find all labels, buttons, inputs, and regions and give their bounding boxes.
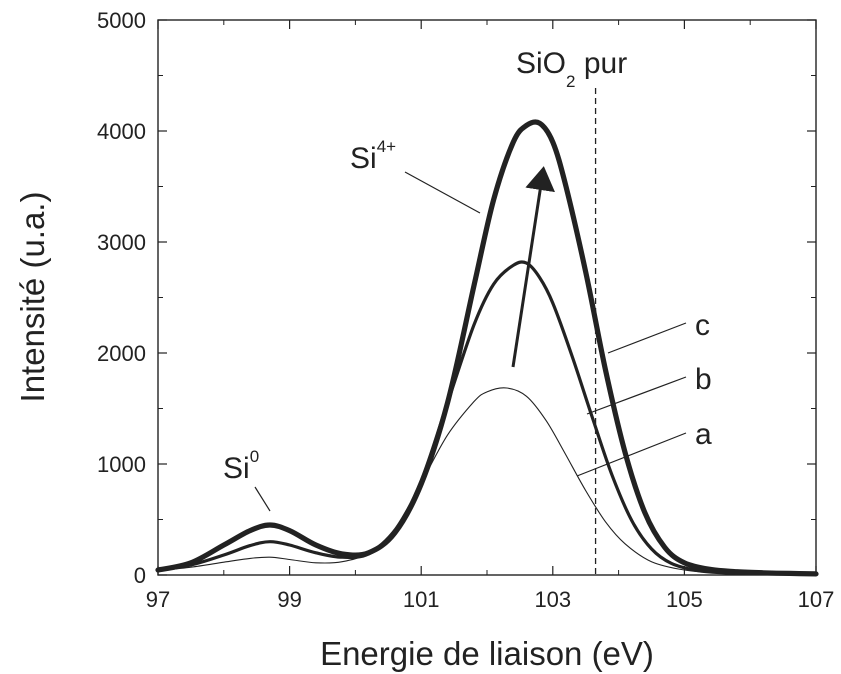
y-tick-label: 2000 (97, 341, 146, 366)
series-curve-b (156, 260, 818, 576)
y-tick-label: 3000 (97, 230, 146, 255)
y-tick-labels: 0 1000 2000 3000 4000 5000 (97, 8, 146, 588)
x-tick-labels: 97 99 101 103 105 107 (146, 587, 835, 612)
label-b-leader-line (586, 376, 687, 415)
y-tick-label: 0 (134, 563, 146, 588)
x-tick-label: 99 (277, 587, 301, 612)
si4-label: Si4+ (350, 137, 396, 175)
si4-leader-line (404, 171, 481, 214)
y-axis-title: Intensité (u.a.) (14, 192, 51, 403)
y-tick-label: 1000 (97, 452, 146, 477)
x-tick-label: 105 (666, 587, 703, 612)
series-label-a: a (695, 418, 712, 451)
series-label-c: c (695, 309, 710, 342)
sio2-label: SiO2 pur (516, 47, 627, 91)
x-axis-title: Energie de liaison (eV) (320, 635, 654, 672)
si0-label: Si0 (223, 447, 259, 485)
increase-arrow (511, 166, 556, 368)
y-tick-label: 4000 (97, 119, 146, 144)
series-group (155, 119, 819, 577)
series-curve-c (155, 119, 819, 577)
x-tick-label: 101 (403, 587, 440, 612)
label-a-leader-line (576, 432, 687, 477)
y-tick-label: 5000 (97, 8, 146, 33)
series-curve-a (157, 387, 817, 575)
si0-leader-line (254, 486, 271, 512)
x-tick-label: 107 (798, 587, 835, 612)
x-tick-label: 97 (146, 587, 170, 612)
series-label-b: b (695, 363, 712, 396)
label-c-leader-line (607, 322, 687, 354)
x-tick-label: 103 (534, 587, 571, 612)
